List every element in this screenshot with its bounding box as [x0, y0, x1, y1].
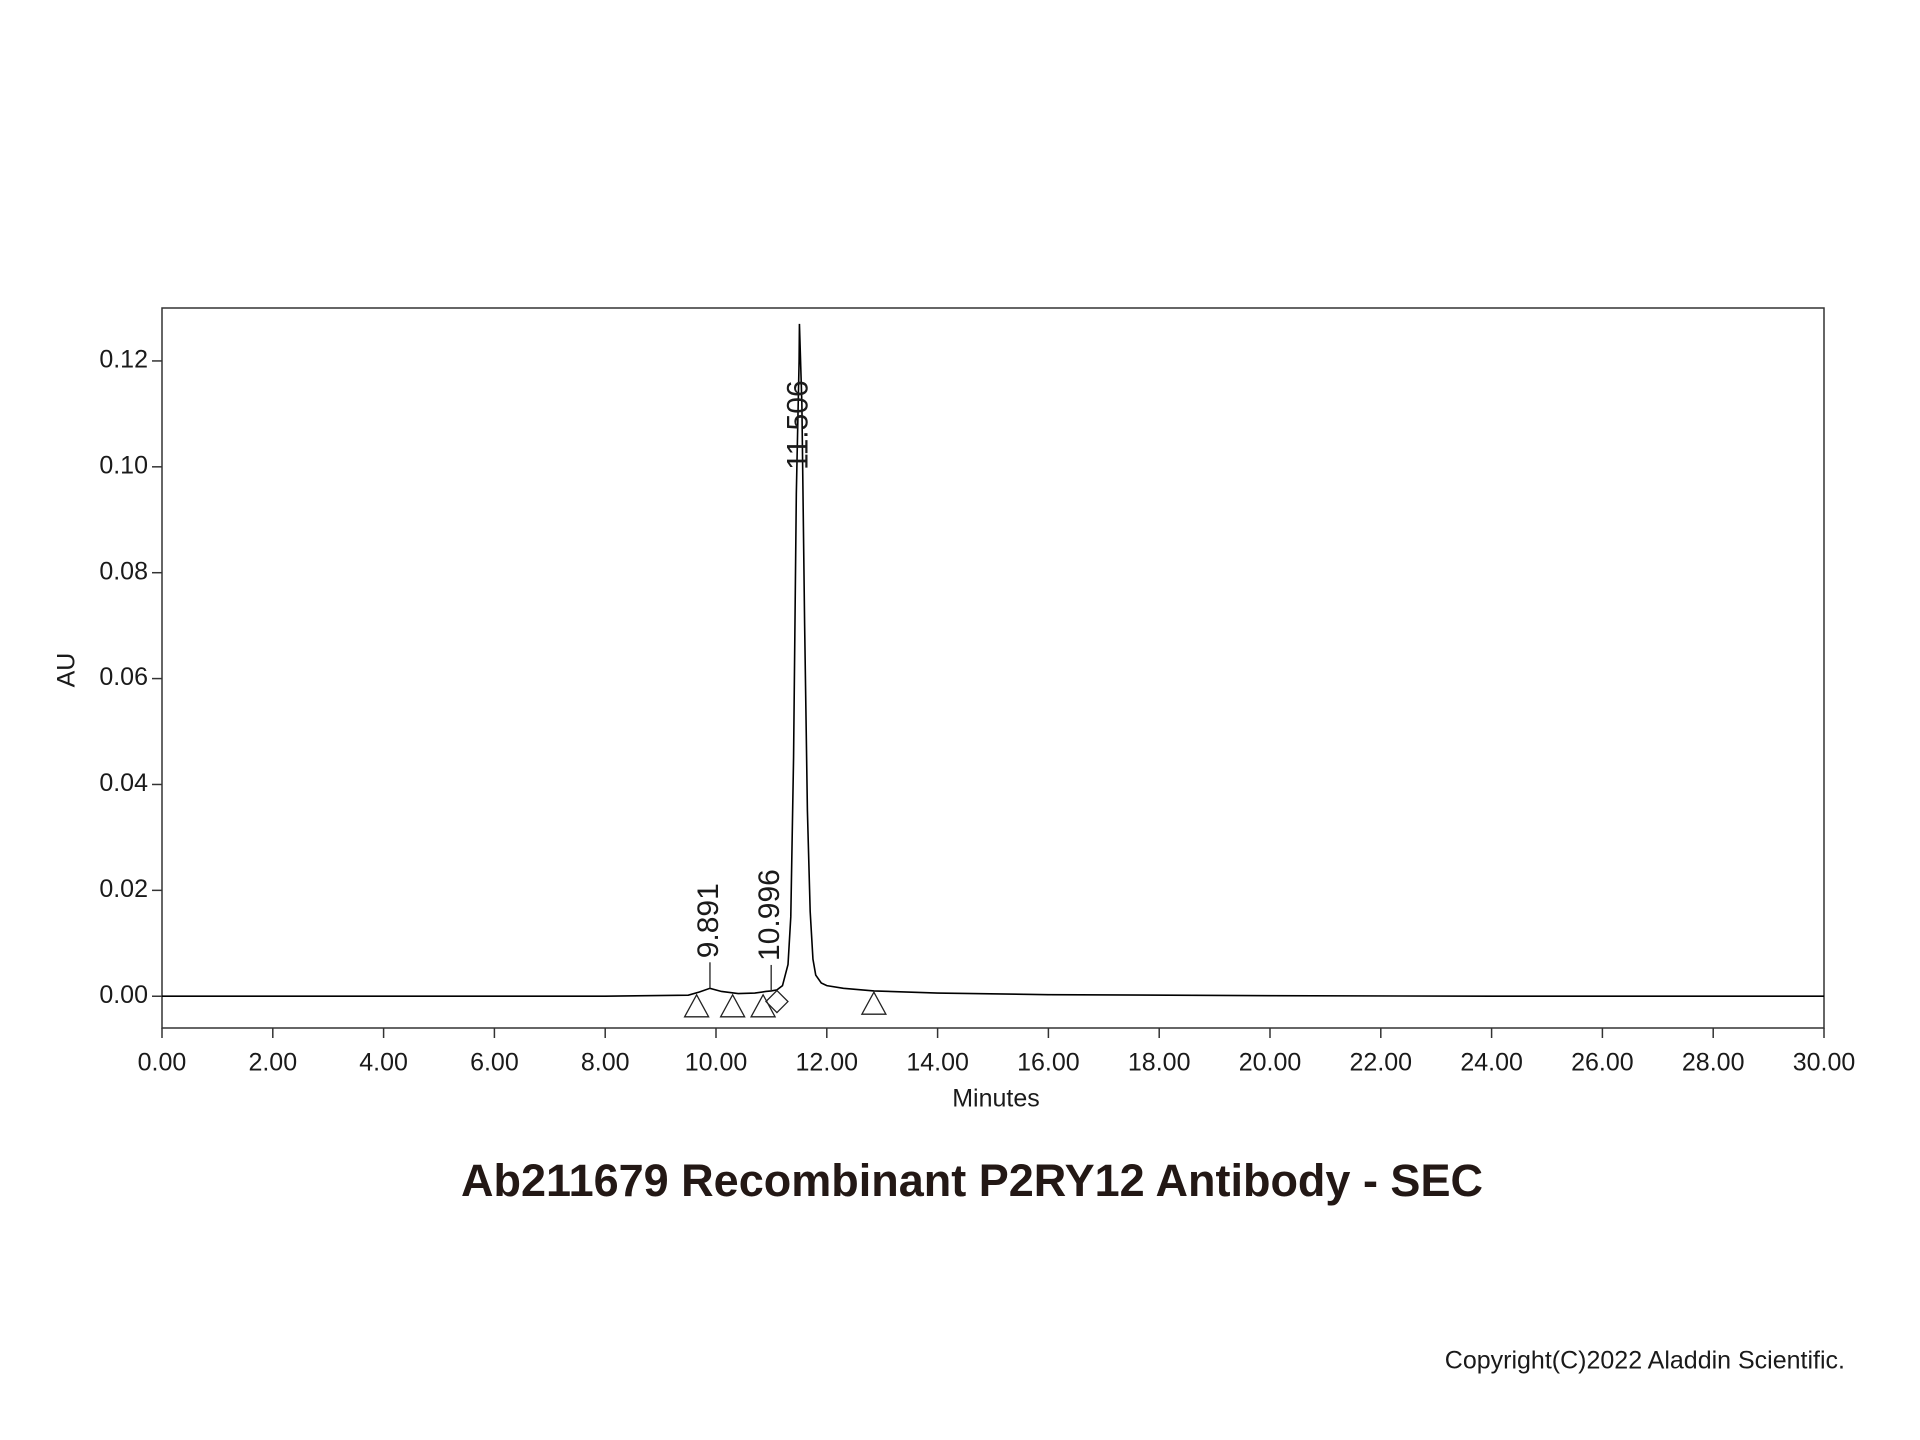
trace [162, 323, 1824, 998]
copyright: Copyright(C)2022 Aladdin Scientific. [1445, 1347, 1845, 1375]
y-tick-label: 0.12 [99, 346, 148, 374]
integration-marker [719, 993, 746, 1018]
x-tick-label: 4.00 [359, 1049, 408, 1077]
x-tick-label: 16.00 [1017, 1049, 1080, 1077]
y-tick-label: 0.02 [99, 875, 148, 903]
x-tick-label: 12.00 [796, 1049, 859, 1077]
x-tick-label: 8.00 [581, 1049, 630, 1077]
y-axis-label: AU [53, 653, 81, 688]
x-tick-label: 6.00 [470, 1049, 519, 1077]
x-tick-label: 14.00 [906, 1049, 969, 1077]
chart-title: Ab211679 Recombinant P2RY12 Antibody - S… [461, 1155, 1483, 1206]
y-tick-label: 0.00 [99, 981, 148, 1009]
y-tick-label: 0.06 [99, 663, 148, 691]
x-tick-label: 30.00 [1793, 1049, 1856, 1077]
x-tick-label: 18.00 [1128, 1049, 1191, 1077]
y-tick-label: 0.10 [99, 451, 148, 479]
integration-marker [749, 993, 777, 1018]
y-tick-label: 0.08 [99, 557, 148, 585]
y-tick-label: 0.04 [99, 769, 148, 797]
peak-label: 11.506 [781, 380, 814, 470]
x-tick-label: 2.00 [248, 1049, 297, 1077]
plot-frame [161, 307, 1825, 1029]
x-tick-label: 26.00 [1571, 1049, 1634, 1077]
integration-marker [683, 993, 710, 1018]
x-axis-label: Minutes [952, 1085, 1040, 1113]
x-tick-label: 28.00 [1682, 1049, 1745, 1077]
x-tick-label: 22.00 [1350, 1049, 1413, 1077]
x-tick-label: 0.00 [138, 1049, 187, 1077]
x-tick-label: 24.00 [1460, 1049, 1523, 1077]
peak-label: 9.891 [692, 883, 725, 958]
x-tick-label: 10.00 [685, 1049, 748, 1077]
x-tick-label: 20.00 [1239, 1049, 1302, 1077]
peak-label: 10.996 [753, 869, 786, 961]
integration-marker [860, 990, 887, 1015]
integration-marker [765, 989, 789, 1014]
